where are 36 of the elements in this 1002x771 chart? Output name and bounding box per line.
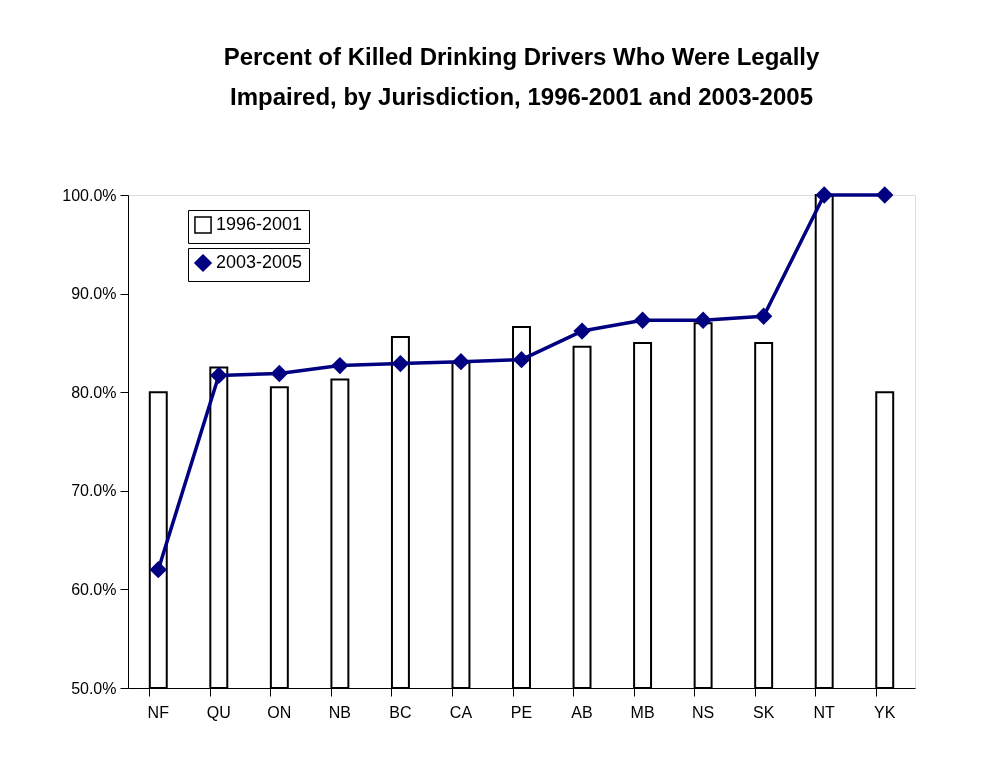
x-tick-label: PE — [510, 703, 533, 721]
x-tick-label: NF — [147, 703, 170, 721]
x-tick-label: QU — [206, 703, 231, 721]
point — [694, 311, 712, 329]
point — [149, 561, 167, 579]
legend-label: 2003-2005 — [216, 252, 303, 272]
point — [210, 366, 228, 385]
x-tick-label: NS — [692, 703, 715, 721]
point — [815, 186, 833, 204]
point — [391, 354, 410, 373]
point — [512, 351, 531, 369]
x-tick-label: MB — [630, 703, 655, 721]
point — [573, 322, 591, 340]
x-tick-label: CA — [449, 703, 473, 721]
x-tick-label: NT — [813, 703, 836, 721]
text: Impaired, by Jurisdiction, 1996-2001 and 2003-2005 — [230, 83, 813, 111]
point — [452, 352, 470, 371]
legend-label: 1996-2001 — [216, 214, 303, 234]
x-tick-label: ON — [267, 703, 292, 721]
text: Percent of Killed Drinking Drivers Who Were Legally — [223, 43, 820, 71]
y-tick-label: 90.0% — [71, 285, 117, 303]
x-tick-label: NB — [328, 703, 351, 721]
point — [754, 307, 773, 325]
y-tick-label: 70.0% — [71, 482, 117, 500]
point — [270, 364, 289, 383]
point — [633, 311, 652, 329]
y-tick-label: 60.0% — [71, 580, 117, 598]
y-tick-label: 100.0% — [62, 186, 117, 204]
y-tick-label: 50.0% — [71, 679, 117, 697]
x-tick-label: SK — [752, 703, 775, 721]
y-tick-label: 80.0% — [71, 383, 117, 401]
point — [876, 186, 894, 204]
x-tick-label: BC — [389, 703, 412, 721]
x-tick-label: YK — [874, 703, 896, 721]
point — [331, 356, 349, 375]
x-tick-label: AB — [571, 703, 593, 721]
